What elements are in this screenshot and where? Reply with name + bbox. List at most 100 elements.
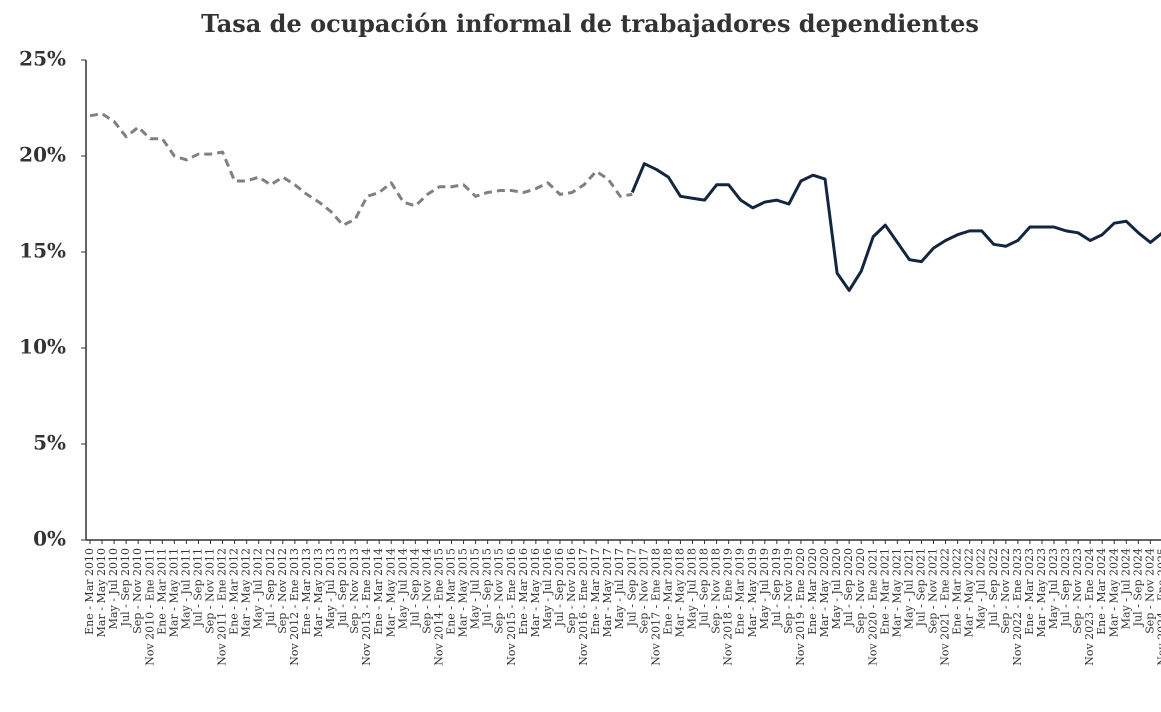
series-line <box>89 112 633 227</box>
x-tick-label: Ene - Mar 2022 <box>951 548 964 635</box>
x-tick-label: Sep - Nov 2021 <box>927 548 940 634</box>
x-tick-label: Mar - May 2013 <box>312 548 325 637</box>
x-tick-label: Jul - Sep 2017 <box>625 548 638 627</box>
x-tick-label: Mar - May 2012 <box>240 548 253 637</box>
x-tick-label: Ene - Mar 2023 <box>1023 548 1036 635</box>
x-tick-label: Jul - Sep 2013 <box>336 548 349 627</box>
x-tick-label: Nov 2024 - Ene 2025 <box>1155 548 1161 666</box>
x-tick-label: Mar - May 2011 <box>167 548 180 637</box>
x-tick-label: May - Jul 2017 <box>613 548 626 629</box>
x-tick-label: Sep - Nov 2015 <box>493 548 506 634</box>
x-tick-label: May - Jul 2024 <box>1119 548 1132 629</box>
x-tick-label: Mar - May 2010 <box>95 548 108 637</box>
x-tick-label: Mar - May 2024 <box>1107 548 1120 637</box>
x-tick-label: May - Jul 2012 <box>252 548 265 629</box>
y-tick-label: 15% <box>19 239 66 263</box>
x-tick-label: Ene - Mar 2017 <box>589 548 602 635</box>
x-tick-label: Ene - Mar 2010 <box>83 548 96 635</box>
x-tick-label: Mar - May 2021 <box>890 548 903 637</box>
x-tick-label: Nov 2014 - Ene 2015 <box>432 548 445 666</box>
x-tick-label: Jul - Sep 2023 <box>1059 548 1072 627</box>
x-tick-label: Ene - Mar 2011 <box>155 548 168 635</box>
x-tick-label: Mar - May 2020 <box>818 548 831 637</box>
x-tick-label: Mar - May 2018 <box>673 548 686 637</box>
x-tick-label: Mar - May 2015 <box>457 548 470 637</box>
x-tick-label: Ene - Mar 2014 <box>372 548 385 635</box>
x-tick-label: Ene - Mar 2021 <box>878 548 891 635</box>
x-tick-label: Jul - Sep 2019 <box>770 548 783 627</box>
x-tick-label: Nov 2010 - Ene 2011 <box>143 548 156 666</box>
series-line <box>630 162 1161 292</box>
x-tick-label: Mar - May 2022 <box>963 548 976 637</box>
x-tick-label: Jul - Sep 2011 <box>191 548 204 627</box>
x-tick-label: Ene - Mar 2015 <box>445 548 458 635</box>
x-tick-label: Sep - Nov 2014 <box>420 548 433 634</box>
x-tick-label: Nov 2019 - Ene 2020 <box>794 548 807 666</box>
x-tick-label: Sep - Nov 2011 <box>204 548 217 634</box>
x-tick-label: May - Jul 2019 <box>758 548 771 629</box>
x-tick-label: May - Jul 2018 <box>686 548 699 629</box>
x-tick-label: May - Jul 2022 <box>975 548 988 629</box>
x-tick-label: Jul - Sep 2015 <box>481 548 494 627</box>
x-tick-label: Jul - Sep 2012 <box>264 548 277 627</box>
y-tick-label: 20% <box>19 143 66 167</box>
x-tick-label: Mar - May 2023 <box>1035 548 1048 637</box>
x-tick-label: Nov 2016 - Ene 2017 <box>577 548 590 666</box>
x-tick-label: Nov 2015 - Ene 2016 <box>505 548 518 666</box>
x-tick-label: Ene - Mar 2019 <box>734 548 747 635</box>
x-tick-label: Sep - Nov 2020 <box>854 548 867 634</box>
x-tick-label: Jul - Sep 2010 <box>119 548 132 627</box>
x-tick-label: Nov 2017 - Ene 2018 <box>649 548 662 666</box>
x-tick-label: May - Jul 2016 <box>541 548 554 629</box>
x-tick-label: Ene - Mar 2012 <box>228 548 241 635</box>
x-tick-label: Mar - May 2016 <box>529 548 542 637</box>
x-tick-label: Nov 2023 - Ene 2024 <box>1083 548 1096 666</box>
x-tick-label: Jul - Sep 2016 <box>553 548 566 627</box>
x-tick-label: Sep - Nov 2024 <box>1143 548 1156 634</box>
x-tick-label: Nov 2011 - Ene 2012 <box>216 548 229 666</box>
x-tick-label: Ene - Mar 2020 <box>806 548 819 635</box>
y-tick-label: 25% <box>19 47 66 71</box>
x-tick-label: May - Jul 2011 <box>179 548 192 629</box>
x-tick-label: Jul - Sep 2021 <box>914 548 927 627</box>
x-tick-label: Mar - May 2019 <box>746 548 759 637</box>
x-tick-label: Jul - Sep 2024 <box>1131 548 1144 627</box>
x-tick-label: Sep - Nov 2012 <box>276 548 289 634</box>
x-tick-label: Nov 2018 - Ene 2019 <box>722 548 735 666</box>
x-tick-label: Jul - Sep 2020 <box>842 548 855 627</box>
y-tick-label: 0% <box>33 527 66 551</box>
x-tick-label: Sep - Nov 2017 <box>637 548 650 634</box>
x-tick-label: Nov 2012 - Ene 2013 <box>288 548 301 666</box>
x-tick-label: Sep - Nov 2010 <box>131 548 144 634</box>
x-tick-label: Ene - Mar 2013 <box>300 548 313 635</box>
x-tick-label: May - Jul 2023 <box>1047 548 1060 629</box>
x-tick-label: Jul - Sep 2018 <box>698 548 711 627</box>
x-tick-label: May - Jul 2013 <box>324 548 337 629</box>
x-tick-label: Nov 2013 - Ene 2014 <box>360 548 373 666</box>
x-tick-label: Mar - May 2017 <box>601 548 614 637</box>
x-tick-label: Ene - Mar 2024 <box>1095 548 1108 635</box>
x-tick-label: May - Jul 2020 <box>830 548 843 629</box>
chart-title: Tasa de ocupación informal de trabajador… <box>201 9 979 38</box>
x-tick-label: Sep - Nov 2013 <box>348 548 361 634</box>
x-tick-label: Sep - Nov 2023 <box>1071 548 1084 634</box>
x-tick-label: May - Jul 2015 <box>469 548 482 629</box>
x-tick-label: Mar - May 2014 <box>384 548 397 637</box>
x-tick-label: Nov 2020 - Ene 2021 <box>866 548 879 666</box>
x-tick-label: May - Jul 2010 <box>107 548 120 629</box>
x-tick-label: Nov 2021 - Ene 2022 <box>939 548 952 666</box>
x-tick-label: Sep - Nov 2019 <box>782 548 795 634</box>
x-tick-label: Ene - Mar 2018 <box>661 548 674 635</box>
x-tick-label: May - Jul 2021 <box>902 548 915 629</box>
y-tick-label: 10% <box>19 335 66 359</box>
x-tick-label: Sep - Nov 2018 <box>710 548 723 634</box>
x-tick-label: Sep - Nov 2016 <box>565 548 578 634</box>
x-tick-label: May - Jul 2014 <box>396 548 409 629</box>
x-tick-label: Jul - Sep 2022 <box>987 548 1000 627</box>
x-tick-label: Ene - Mar 2016 <box>517 548 530 635</box>
x-tick-label: Jul - Sep 2014 <box>408 548 421 627</box>
x-tick-label: Nov 2022 - Ene 2023 <box>1011 548 1024 666</box>
y-tick-label: 5% <box>33 431 66 455</box>
x-tick-label: Sep - Nov 2022 <box>999 548 1012 634</box>
